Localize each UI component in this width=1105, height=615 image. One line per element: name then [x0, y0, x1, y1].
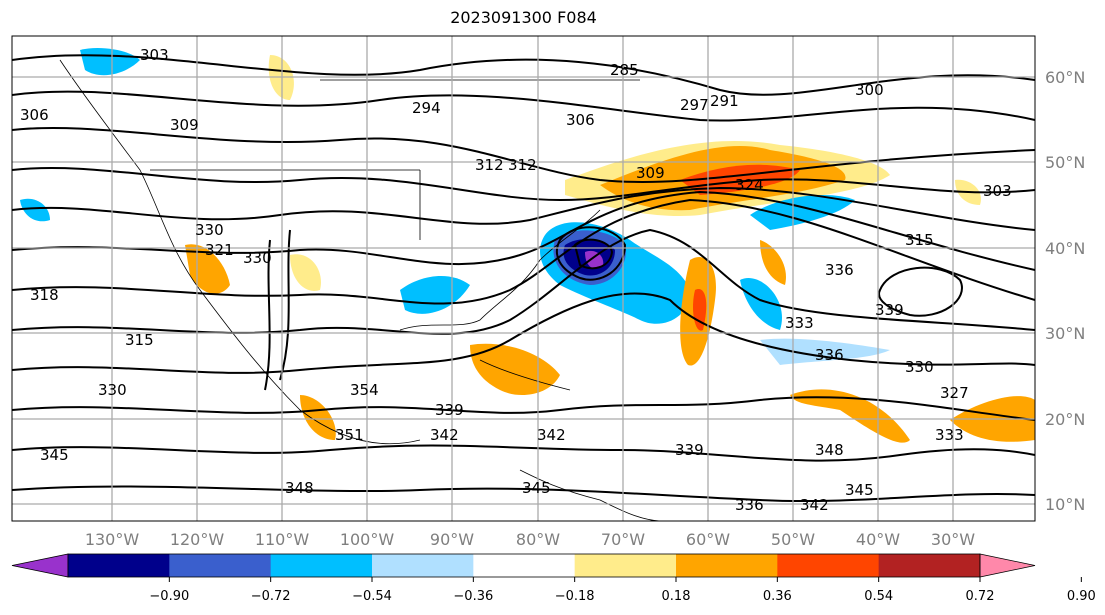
- contour-label: 321: [205, 241, 234, 259]
- contour-label: 303: [140, 46, 169, 64]
- colorbar-bin: [473, 554, 576, 577]
- longitude-label: 50°W: [771, 530, 815, 549]
- colorbar-bin: [878, 554, 981, 577]
- latitude-label: 50°N: [1045, 153, 1085, 172]
- colorbar-tick-label: −0.18: [555, 589, 595, 604]
- colorbar-bin: [372, 554, 474, 577]
- colorbar-tick-label: −0.36: [453, 589, 493, 604]
- contour-label: 345: [522, 479, 551, 497]
- longitude-label: 110°W: [255, 530, 310, 549]
- colorbar-tick-label: −0.90: [149, 589, 189, 604]
- contour-label: 327: [940, 384, 969, 402]
- shade-negative-east: [750, 195, 855, 230]
- contour-label: 309: [636, 164, 665, 182]
- latitude-label: 10°N: [1045, 495, 1085, 514]
- contour-label: 330: [98, 381, 127, 399]
- longitude-label: 100°W: [340, 530, 395, 549]
- longitude-label: 30°W: [931, 530, 975, 549]
- longitude-labels: 130°W 120°W 110°W 100°W 90°W 80°W 70°W 60°W 50°W…: [85, 530, 975, 549]
- contour-label: 336: [815, 346, 844, 364]
- contour-label: 309: [170, 116, 199, 134]
- colorbar-tick-label: 0.54: [864, 589, 893, 604]
- colorbar-bin: [169, 554, 272, 577]
- graticule: [12, 36, 1035, 521]
- contour-label: 345: [845, 481, 874, 499]
- contour-label: 315: [125, 331, 154, 349]
- latitude-labels: 60°N 50°N 40°N 30°N 20°N 10°N: [1045, 68, 1085, 514]
- contour-label: 306: [20, 106, 49, 124]
- contour-label: 324: [735, 176, 764, 194]
- contour-label: 303: [983, 182, 1012, 200]
- contour-label: 312: [475, 156, 504, 174]
- colorbar-tick-label: 0.72: [966, 589, 995, 604]
- contour-labels: 303 306 309 312 315 318 321 324 330 285 …: [20, 46, 1012, 514]
- contour-label: 330: [243, 249, 272, 267]
- colorbar-tick-label: 0.36: [763, 589, 792, 604]
- map-frame: [11, 35, 1036, 522]
- map-title: 2023091300 F084: [450, 8, 597, 27]
- contour-label: 285: [610, 61, 639, 79]
- contour-label: 336: [735, 496, 764, 514]
- longitude-label: 70°W: [601, 530, 645, 549]
- contour-label: 294: [412, 99, 441, 117]
- contour-label: 300: [855, 81, 884, 99]
- contour-label: 339: [435, 401, 464, 419]
- colorbar-tick-label: −0.72: [251, 589, 291, 604]
- contour-label: 345: [40, 446, 69, 464]
- latitude-label: 20°N: [1045, 410, 1085, 429]
- contour-label: 297: [680, 96, 709, 114]
- longitude-label: 90°W: [430, 530, 474, 549]
- contour-label: 333: [935, 426, 964, 444]
- contour-label: 330: [195, 221, 224, 239]
- contour-label: 342: [430, 426, 459, 444]
- contour-label: 342: [800, 496, 829, 514]
- contour-label: 348: [815, 441, 844, 459]
- colorbar-outline: [67, 553, 981, 578]
- contour-label: 348: [285, 479, 314, 497]
- colorbar: −0.90 −0.72 −0.54 −0.36 −0.18 0.18 0.36 0.54 0.7…: [11, 553, 1096, 604]
- colorbar-extend-max: [979, 553, 1036, 578]
- contour-label: 306: [566, 111, 595, 129]
- contour-label: 318: [30, 286, 59, 304]
- contour-label: 339: [675, 441, 704, 459]
- colorbar-extend-min: [11, 553, 69, 578]
- longitude-label: 80°W: [516, 530, 560, 549]
- colorbar-bin: [676, 554, 778, 577]
- latitude-label: 40°N: [1045, 239, 1085, 258]
- shade-min: [585, 250, 604, 269]
- latitude-label: 60°N: [1045, 68, 1085, 87]
- contour-label: 336: [825, 261, 854, 279]
- contour-layer: [12, 54, 1035, 502]
- contour-label: 354: [350, 381, 379, 399]
- longitude-label: 60°W: [686, 530, 730, 549]
- colorbar-bin: [270, 554, 373, 577]
- contour-label: 315: [905, 231, 934, 249]
- latitude-label: 30°N: [1045, 324, 1085, 343]
- contour-label: 333: [785, 314, 814, 332]
- contour-label: 291: [710, 92, 739, 110]
- longitude-label: 130°W: [85, 530, 140, 549]
- contour-label: 339: [875, 301, 904, 319]
- longitude-label: 40°W: [856, 530, 900, 549]
- colorbar-tick-label: 0.18: [662, 589, 691, 604]
- contour-label: 342: [537, 426, 566, 444]
- contour-label: 312: [508, 156, 537, 174]
- colorbar-bin: [68, 554, 170, 577]
- colorbar-tick-label: 0.90: [1067, 589, 1096, 604]
- colorbar-tick-label: −0.54: [352, 589, 392, 604]
- colorbar-bin: [574, 554, 677, 577]
- longitude-label: 120°W: [170, 530, 225, 549]
- contour-label: 330: [905, 358, 934, 376]
- colorbar-bin: [777, 554, 880, 577]
- contour-label: 351: [335, 426, 364, 444]
